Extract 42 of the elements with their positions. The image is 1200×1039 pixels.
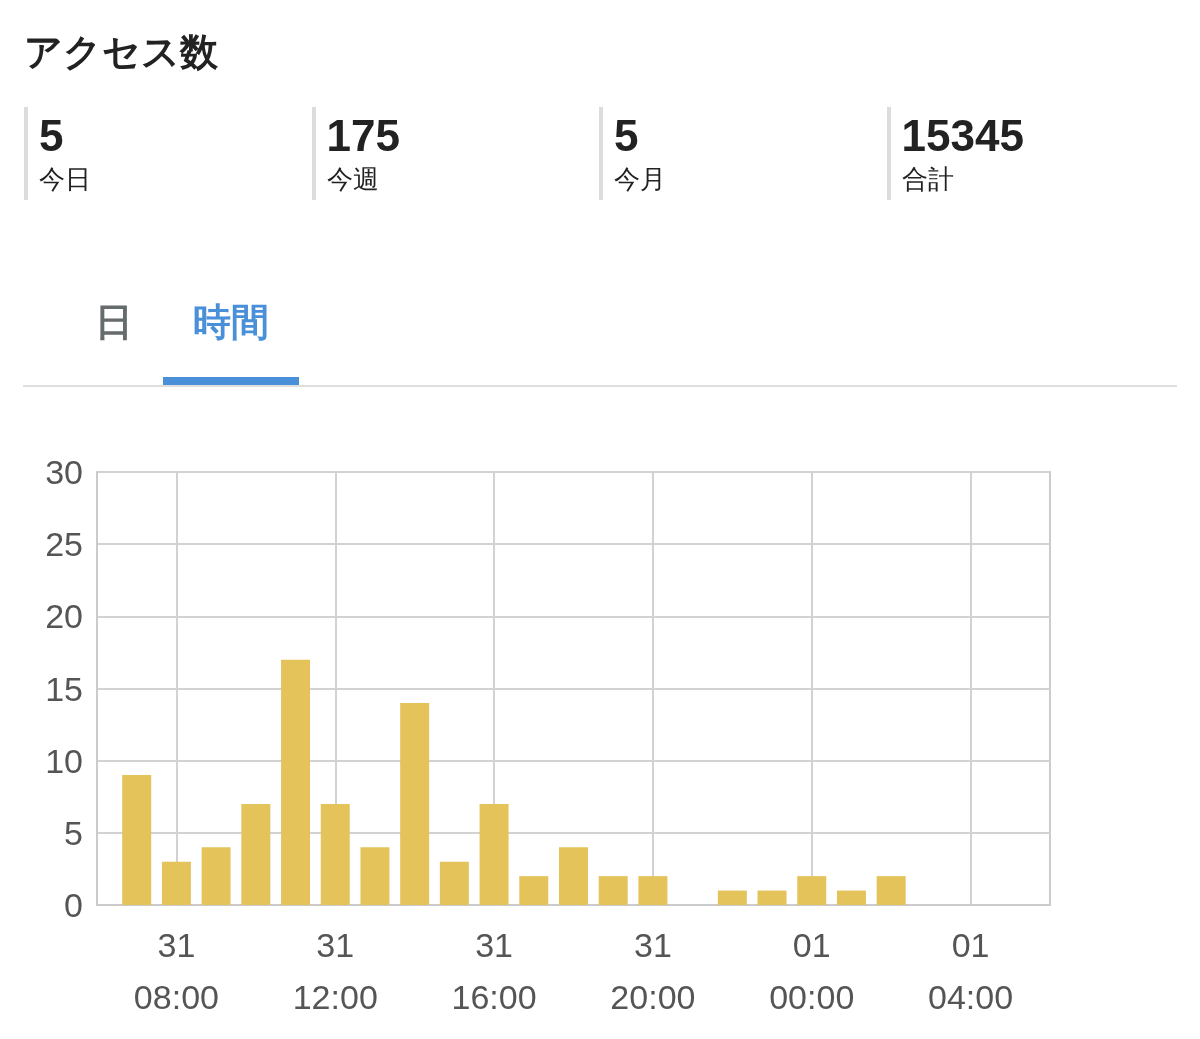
text: 日	[95, 300, 133, 344]
x-tick-label: 31 16:00	[451, 926, 537, 1016]
y-tick-label: 15	[45, 669, 83, 708]
category-label: 今週	[326, 164, 379, 194]
bar	[559, 847, 588, 905]
y-tick-label: 5	[64, 813, 83, 852]
text: アクセス数	[24, 31, 218, 73]
bar	[479, 803, 509, 905]
bar	[360, 847, 390, 905]
bar	[201, 847, 231, 905]
bar	[797, 876, 827, 905]
bar	[519, 876, 549, 905]
category-label: 今日	[39, 164, 91, 194]
x-tick-label: 31 20:00	[610, 926, 696, 1016]
data-label: 5	[614, 111, 639, 160]
y-tick-label: 30	[45, 453, 83, 491]
y-tick-label: 0	[64, 886, 83, 924]
bar	[241, 803, 271, 905]
x-tick-label: 01 04:00	[928, 926, 1014, 1016]
x-tick-label: 31 12:00	[292, 926, 378, 1016]
text: 時間	[193, 300, 269, 344]
category-label: 今月	[614, 164, 666, 194]
y-tick-label: 20	[45, 597, 83, 636]
data-label: 15345	[901, 111, 1024, 160]
bar	[598, 876, 628, 905]
bar	[876, 876, 906, 905]
category-label: 合計	[901, 164, 954, 194]
bar	[717, 890, 747, 905]
bar	[400, 702, 430, 905]
y-tick-label: 10	[45, 741, 83, 780]
bar	[757, 890, 787, 905]
bar	[638, 876, 668, 905]
bar	[836, 890, 866, 905]
x-tick-label: 01 00:00	[769, 926, 855, 1016]
data-label: 175	[326, 111, 400, 160]
bar	[320, 803, 350, 905]
bar	[281, 659, 311, 905]
bar	[122, 775, 152, 905]
x-tick-label: 31 08:00	[133, 926, 219, 1016]
bar	[161, 861, 191, 905]
bar	[439, 861, 469, 905]
y-tick-label: 25	[45, 525, 83, 564]
